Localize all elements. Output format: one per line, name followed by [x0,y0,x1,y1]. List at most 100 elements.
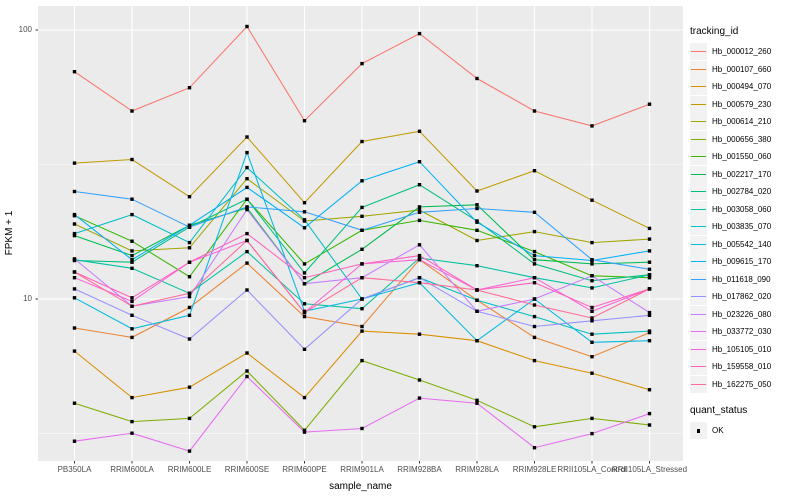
data-point [245,261,249,265]
data-point [302,119,307,123]
legend-item: Hb_000579_230 [690,95,798,114]
series-color-line-icon [691,278,706,280]
legend-line-swatch [690,340,707,358]
data-point [475,264,479,268]
data-point [245,238,249,243]
data-point [647,102,652,106]
legend-item: Hb_017862_020 [690,288,798,306]
series-color-line-icon [691,243,706,245]
legend2-title: quant_status [690,405,748,416]
series-color-line-icon [691,138,706,140]
data-point [72,326,77,330]
legend-item: Hb_000656_380 [690,130,798,149]
legend-point-swatch [690,422,707,440]
data-point [130,258,134,262]
data-point [187,223,192,227]
data-point [532,324,537,329]
data-point [130,431,134,435]
data-point [187,305,192,310]
data-point [72,287,77,291]
legend-line-swatch [690,358,707,376]
data-point [590,305,594,310]
data-point [532,262,537,266]
data-point [302,310,307,315]
x-tick-label: RRIM600LE [167,465,212,474]
data-point [475,339,479,343]
data-point [302,314,307,319]
y-tick-label: 100 [18,25,32,34]
data-point [360,297,364,301]
legend-item: Hb_001550_060 [690,148,798,166]
legend-line-swatch [690,218,707,236]
x-tick-label: RRIM600PE [282,465,327,474]
data-point [187,260,192,264]
legend-line-swatch [690,148,707,166]
data-point [187,86,192,90]
legend-label: Hb_000614_210 [712,117,772,127]
data-point [475,288,479,292]
x-tick-label: PB350LA [57,465,92,474]
legend-line-swatch [690,43,707,61]
data-point [647,226,652,231]
data-point [130,299,134,304]
data-point [417,160,422,164]
legend-item: Hb_002217_170 [690,165,798,184]
data-point [302,395,307,400]
data-point [302,276,307,280]
legend-item: Hb_003835_070 [690,218,798,236]
data-point [590,332,594,336]
legend-label: Hb_159558_010 [712,362,772,372]
data-point [590,258,594,262]
data-point [360,247,364,251]
data-point [475,228,479,232]
data-point [187,295,192,299]
data-point [302,271,307,275]
legend-item: Hb_000012_260 [690,43,798,61]
data-point [130,304,134,308]
data-point [417,378,422,382]
series-color-line-icon [691,313,706,315]
data-point [72,296,77,300]
data-point [360,205,364,210]
series-color-line-icon [691,51,706,53]
data-point [130,109,134,113]
data-point [187,313,192,317]
data-point [647,260,652,264]
legend-line-swatch [690,78,707,96]
series-color-line-icon [691,296,706,298]
legend-label: Hb_105105_010 [712,344,772,354]
data-point [475,298,479,302]
data-point [302,226,307,230]
data-point [245,369,249,373]
legend2: quant_status OK [690,405,798,440]
legend-label: OK [712,426,724,436]
legend: tracking_id Hb_000012_260 Hb_000107_660 Hb… [690,26,798,440]
legend-label: Hb_017862_020 [712,292,772,302]
data-point [130,313,134,317]
legend-item: Hb_033772_030 [690,323,798,341]
legend-title: tracking_id [690,26,739,37]
legend-line-swatch [690,113,707,131]
data-point [302,262,307,266]
legend-label: Hb_000579_230 [712,99,772,109]
data-point [187,291,192,295]
data-point [187,449,192,453]
legend-item: Hb_105105_010 [690,340,798,359]
data-point [475,398,479,402]
data-point [532,281,537,285]
x-axis-tick-labels: PB350LA RRIM600LA RRIM600LE RRIM600SE RRIM60… [0,465,800,477]
data-point [130,253,134,258]
data-point [245,135,249,139]
data-point [187,275,192,279]
data-point [72,270,77,274]
data-point [187,337,192,341]
legend-item: Hb_000494_070 [690,78,798,96]
data-point [417,276,422,280]
data-point [647,388,652,392]
legend-label: Hb_009615_170 [712,257,772,267]
data-point [590,309,594,313]
plot-panel [38,6,683,461]
data-point [475,401,479,405]
series-color-line-icon [691,208,706,210]
data-point [245,231,249,236]
